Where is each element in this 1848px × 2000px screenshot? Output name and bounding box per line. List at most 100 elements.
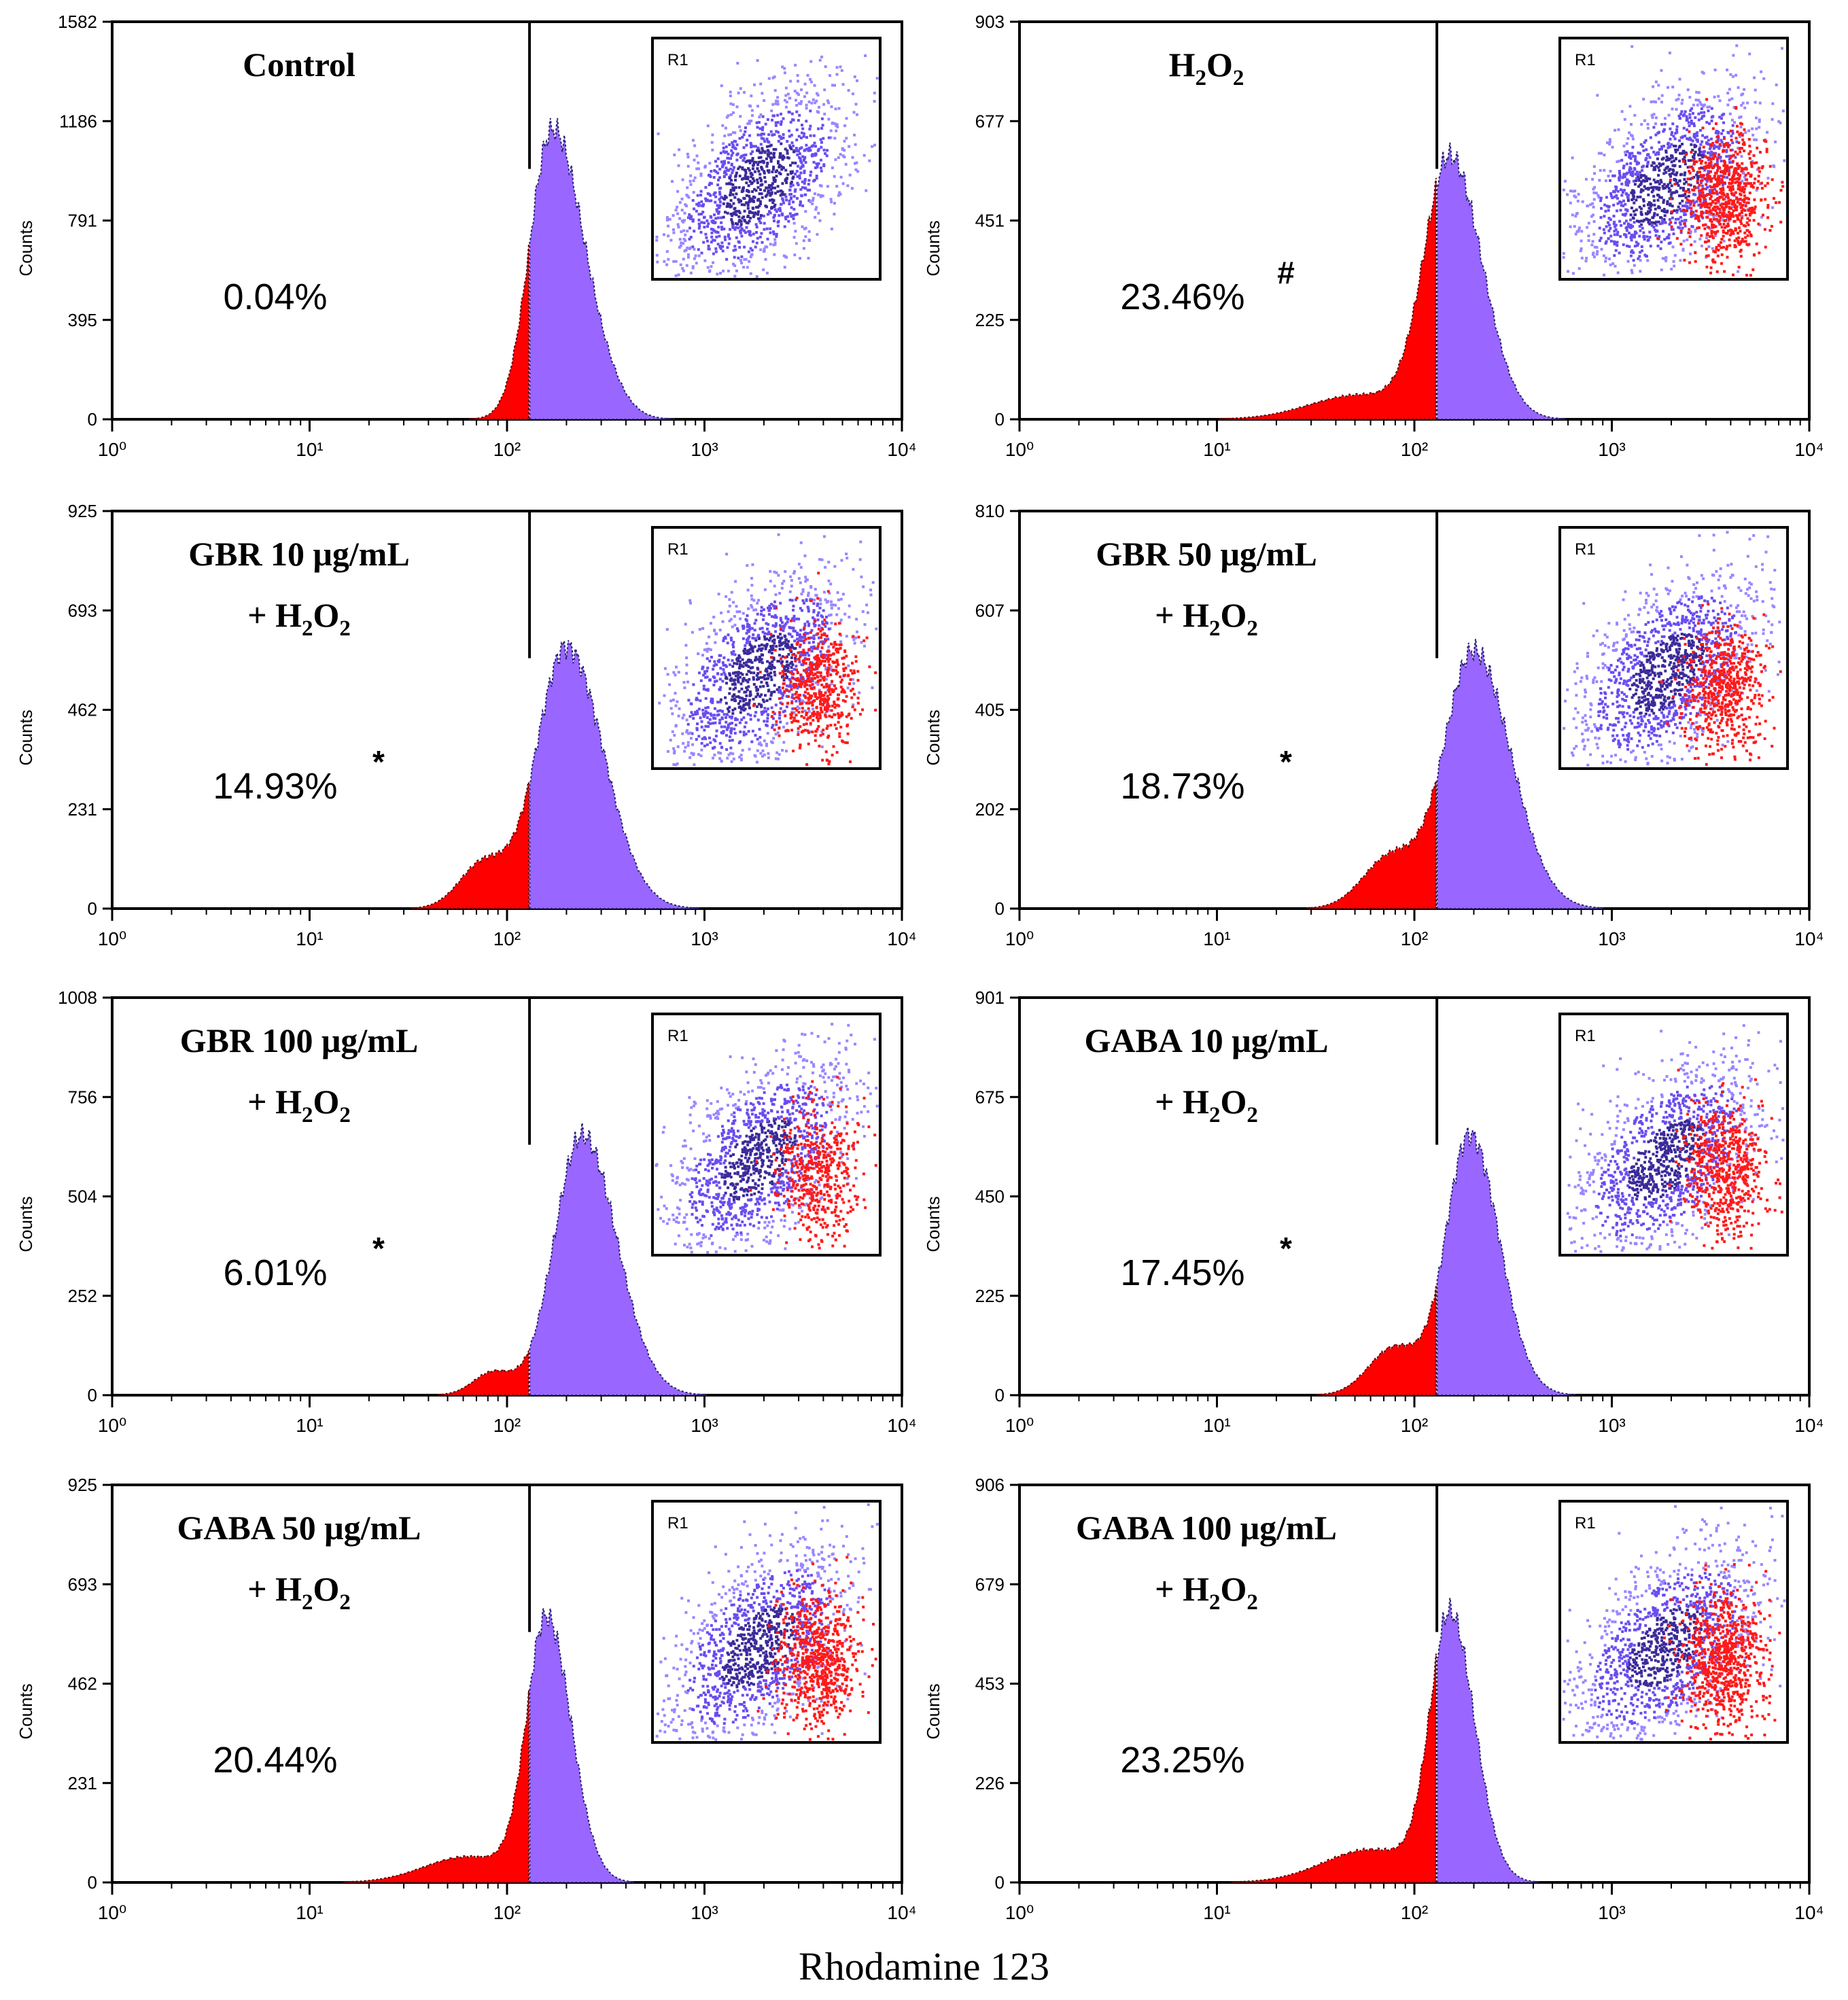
scatter-point	[699, 716, 702, 720]
scatter-point	[823, 88, 826, 92]
scatter-point	[714, 707, 716, 710]
scatter-point	[1660, 196, 1663, 199]
scatter-point	[1739, 125, 1743, 128]
scatter-point	[798, 633, 801, 636]
scatter-point	[742, 146, 746, 150]
scatter-point	[817, 147, 820, 151]
scatter-point	[1705, 142, 1709, 145]
scatter-point	[788, 188, 791, 192]
scatter-point	[1741, 188, 1744, 191]
scatter-point	[753, 83, 756, 86]
scatter-point	[1709, 178, 1713, 181]
scatter-point	[1716, 254, 1720, 258]
scatter-point	[732, 262, 735, 266]
scatter-point	[822, 148, 826, 152]
scatter-point	[1630, 207, 1633, 209]
x-tick-label: 10²	[493, 928, 521, 949]
scatter-point	[728, 705, 731, 709]
x-tick-label: 10⁰	[98, 928, 126, 949]
scatter-point	[794, 629, 797, 633]
scatter-point	[797, 80, 799, 83]
scatter-point	[834, 687, 837, 690]
scatter-point	[820, 558, 824, 561]
scatter-point	[735, 143, 739, 147]
scatter-point	[824, 152, 827, 155]
scatter-point	[833, 644, 836, 648]
scatter-point	[1737, 198, 1740, 201]
scatter-point	[721, 165, 724, 169]
scatter-point	[793, 253, 797, 257]
scatter-point	[782, 670, 785, 673]
scatter-point	[847, 714, 850, 717]
scatter-point	[759, 113, 763, 116]
scatter-point	[1704, 155, 1707, 158]
scatter-point	[740, 718, 744, 721]
scatter-point	[717, 713, 720, 716]
scatter-point	[806, 729, 809, 733]
scatter-point	[691, 713, 695, 716]
scatter-point	[1734, 228, 1737, 232]
scatter-point	[1652, 186, 1656, 189]
scatter-point	[833, 705, 837, 709]
scatter-point	[773, 75, 776, 79]
scatter-point	[693, 763, 696, 767]
scatter-point	[1755, 116, 1758, 120]
scatter-point	[748, 699, 752, 702]
scatter-point	[1718, 207, 1721, 211]
scatter-point	[822, 591, 826, 594]
scatter-point	[756, 236, 759, 240]
scatter-point	[803, 635, 807, 638]
scatter-point	[828, 760, 831, 763]
scatter-point	[797, 639, 801, 642]
scatter-point	[1639, 223, 1643, 226]
scatter-point	[716, 714, 719, 717]
scatter-point	[767, 613, 771, 616]
scatter-point	[1639, 207, 1643, 211]
scatter-point	[1747, 129, 1751, 133]
scatter-point	[784, 169, 788, 172]
scatter-point	[669, 739, 672, 742]
scatter-point	[1726, 224, 1730, 228]
scatter-point	[712, 220, 715, 223]
scatter-point	[1660, 209, 1664, 212]
scatter-point	[1678, 159, 1681, 162]
scatter-point	[1756, 146, 1759, 150]
scatter-point	[1738, 165, 1741, 169]
scatter-point	[794, 188, 797, 192]
scatter-point	[1628, 166, 1632, 169]
histogram-main-region	[529, 638, 699, 909]
scatter-point	[761, 631, 765, 634]
scatter-point	[731, 222, 734, 225]
scatter-point	[824, 667, 828, 671]
scatter-point	[796, 181, 799, 185]
scatter-point	[741, 658, 744, 661]
scatter-point	[737, 654, 741, 657]
scatter-point	[1732, 214, 1735, 217]
scatter-point	[791, 707, 795, 710]
scatter-point	[731, 709, 735, 712]
scatter-point	[733, 662, 736, 665]
scatter-point	[1602, 228, 1605, 231]
scatter-point	[728, 715, 731, 718]
scatter-point	[747, 730, 750, 733]
scatter-point	[767, 606, 769, 610]
scatter-point	[749, 234, 752, 237]
scatter-point	[720, 731, 723, 735]
scatter-point	[1631, 225, 1635, 228]
x-tick-label: 10³	[691, 439, 718, 460]
scatter-point	[691, 265, 695, 268]
scatter-point	[729, 174, 733, 177]
scatter-point	[765, 193, 769, 196]
scatter-point	[756, 213, 759, 215]
scatter-point	[1653, 212, 1656, 215]
scatter-point	[728, 739, 731, 742]
scatter-point	[700, 748, 703, 752]
scatter-point	[751, 666, 754, 669]
scatter-point	[753, 629, 756, 632]
scatter-point	[1698, 158, 1702, 162]
scatter-point	[851, 678, 854, 681]
scatter-point	[708, 192, 711, 196]
scatter-point	[1737, 178, 1741, 181]
scatter-point	[718, 192, 722, 196]
scatter-point	[1727, 229, 1730, 232]
